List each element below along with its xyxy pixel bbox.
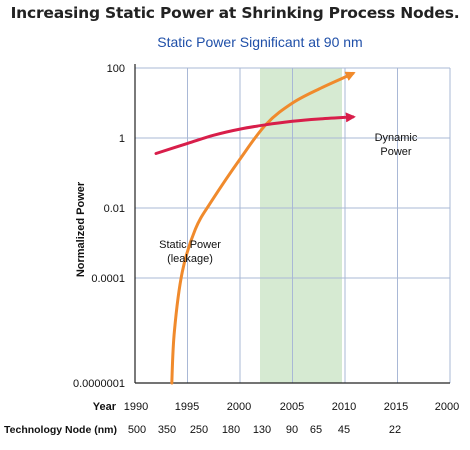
year-tick-label: 2000	[435, 401, 459, 413]
dynamic-power-label-line: Power	[380, 146, 412, 158]
node-tick-label: 90	[286, 424, 298, 436]
node-tick-label: 500	[128, 424, 146, 436]
y-axis-title: Normalized Power	[75, 181, 87, 277]
y-tick-label: 0.0000001	[73, 378, 125, 390]
y-tick-label: 1	[119, 133, 125, 145]
highlight-band	[260, 68, 342, 383]
node-tick-label: 45	[338, 424, 350, 436]
y-tick-label: 0.0001	[91, 273, 125, 285]
year-axis-title: Year	[93, 401, 117, 413]
year-tick-label: 2010	[332, 401, 356, 413]
y-tick-label: 0.01	[104, 203, 125, 215]
y-tick-label: 100	[107, 63, 125, 75]
year-tick-label: 2000	[227, 401, 251, 413]
node-tick-label: 350	[158, 424, 176, 436]
chart-subtitle: Static Power Significant at 90 nm	[157, 34, 363, 50]
chart-title: Increasing Static Power at Shrinking Pro…	[10, 4, 460, 22]
static-power-line	[170, 71, 356, 385]
node-tick-label: 130	[253, 424, 271, 436]
year-tick-label: 1990	[124, 401, 148, 413]
node-axis-title: Technology Node (nm)	[4, 424, 117, 436]
dynamic-power-line	[154, 112, 356, 155]
static-power-label-line: Static Power	[159, 239, 221, 251]
year-tick-label: 2005	[280, 401, 304, 413]
node-tick-label: 180	[222, 424, 240, 436]
node-tick-label: 250	[190, 424, 208, 436]
dynamic-power-label: Dynamic Power	[375, 132, 418, 158]
node-tick-label: 22	[389, 424, 401, 436]
static-power-label-line: (leakage)	[167, 253, 213, 265]
year-tick-label: 2015	[384, 401, 408, 413]
year-tick-label: 1995	[175, 401, 199, 413]
static-power-label: Static Power (leakage)	[159, 239, 221, 265]
dynamic-power-label-line: Dynamic	[375, 132, 418, 144]
node-tick-label: 65	[310, 424, 322, 436]
